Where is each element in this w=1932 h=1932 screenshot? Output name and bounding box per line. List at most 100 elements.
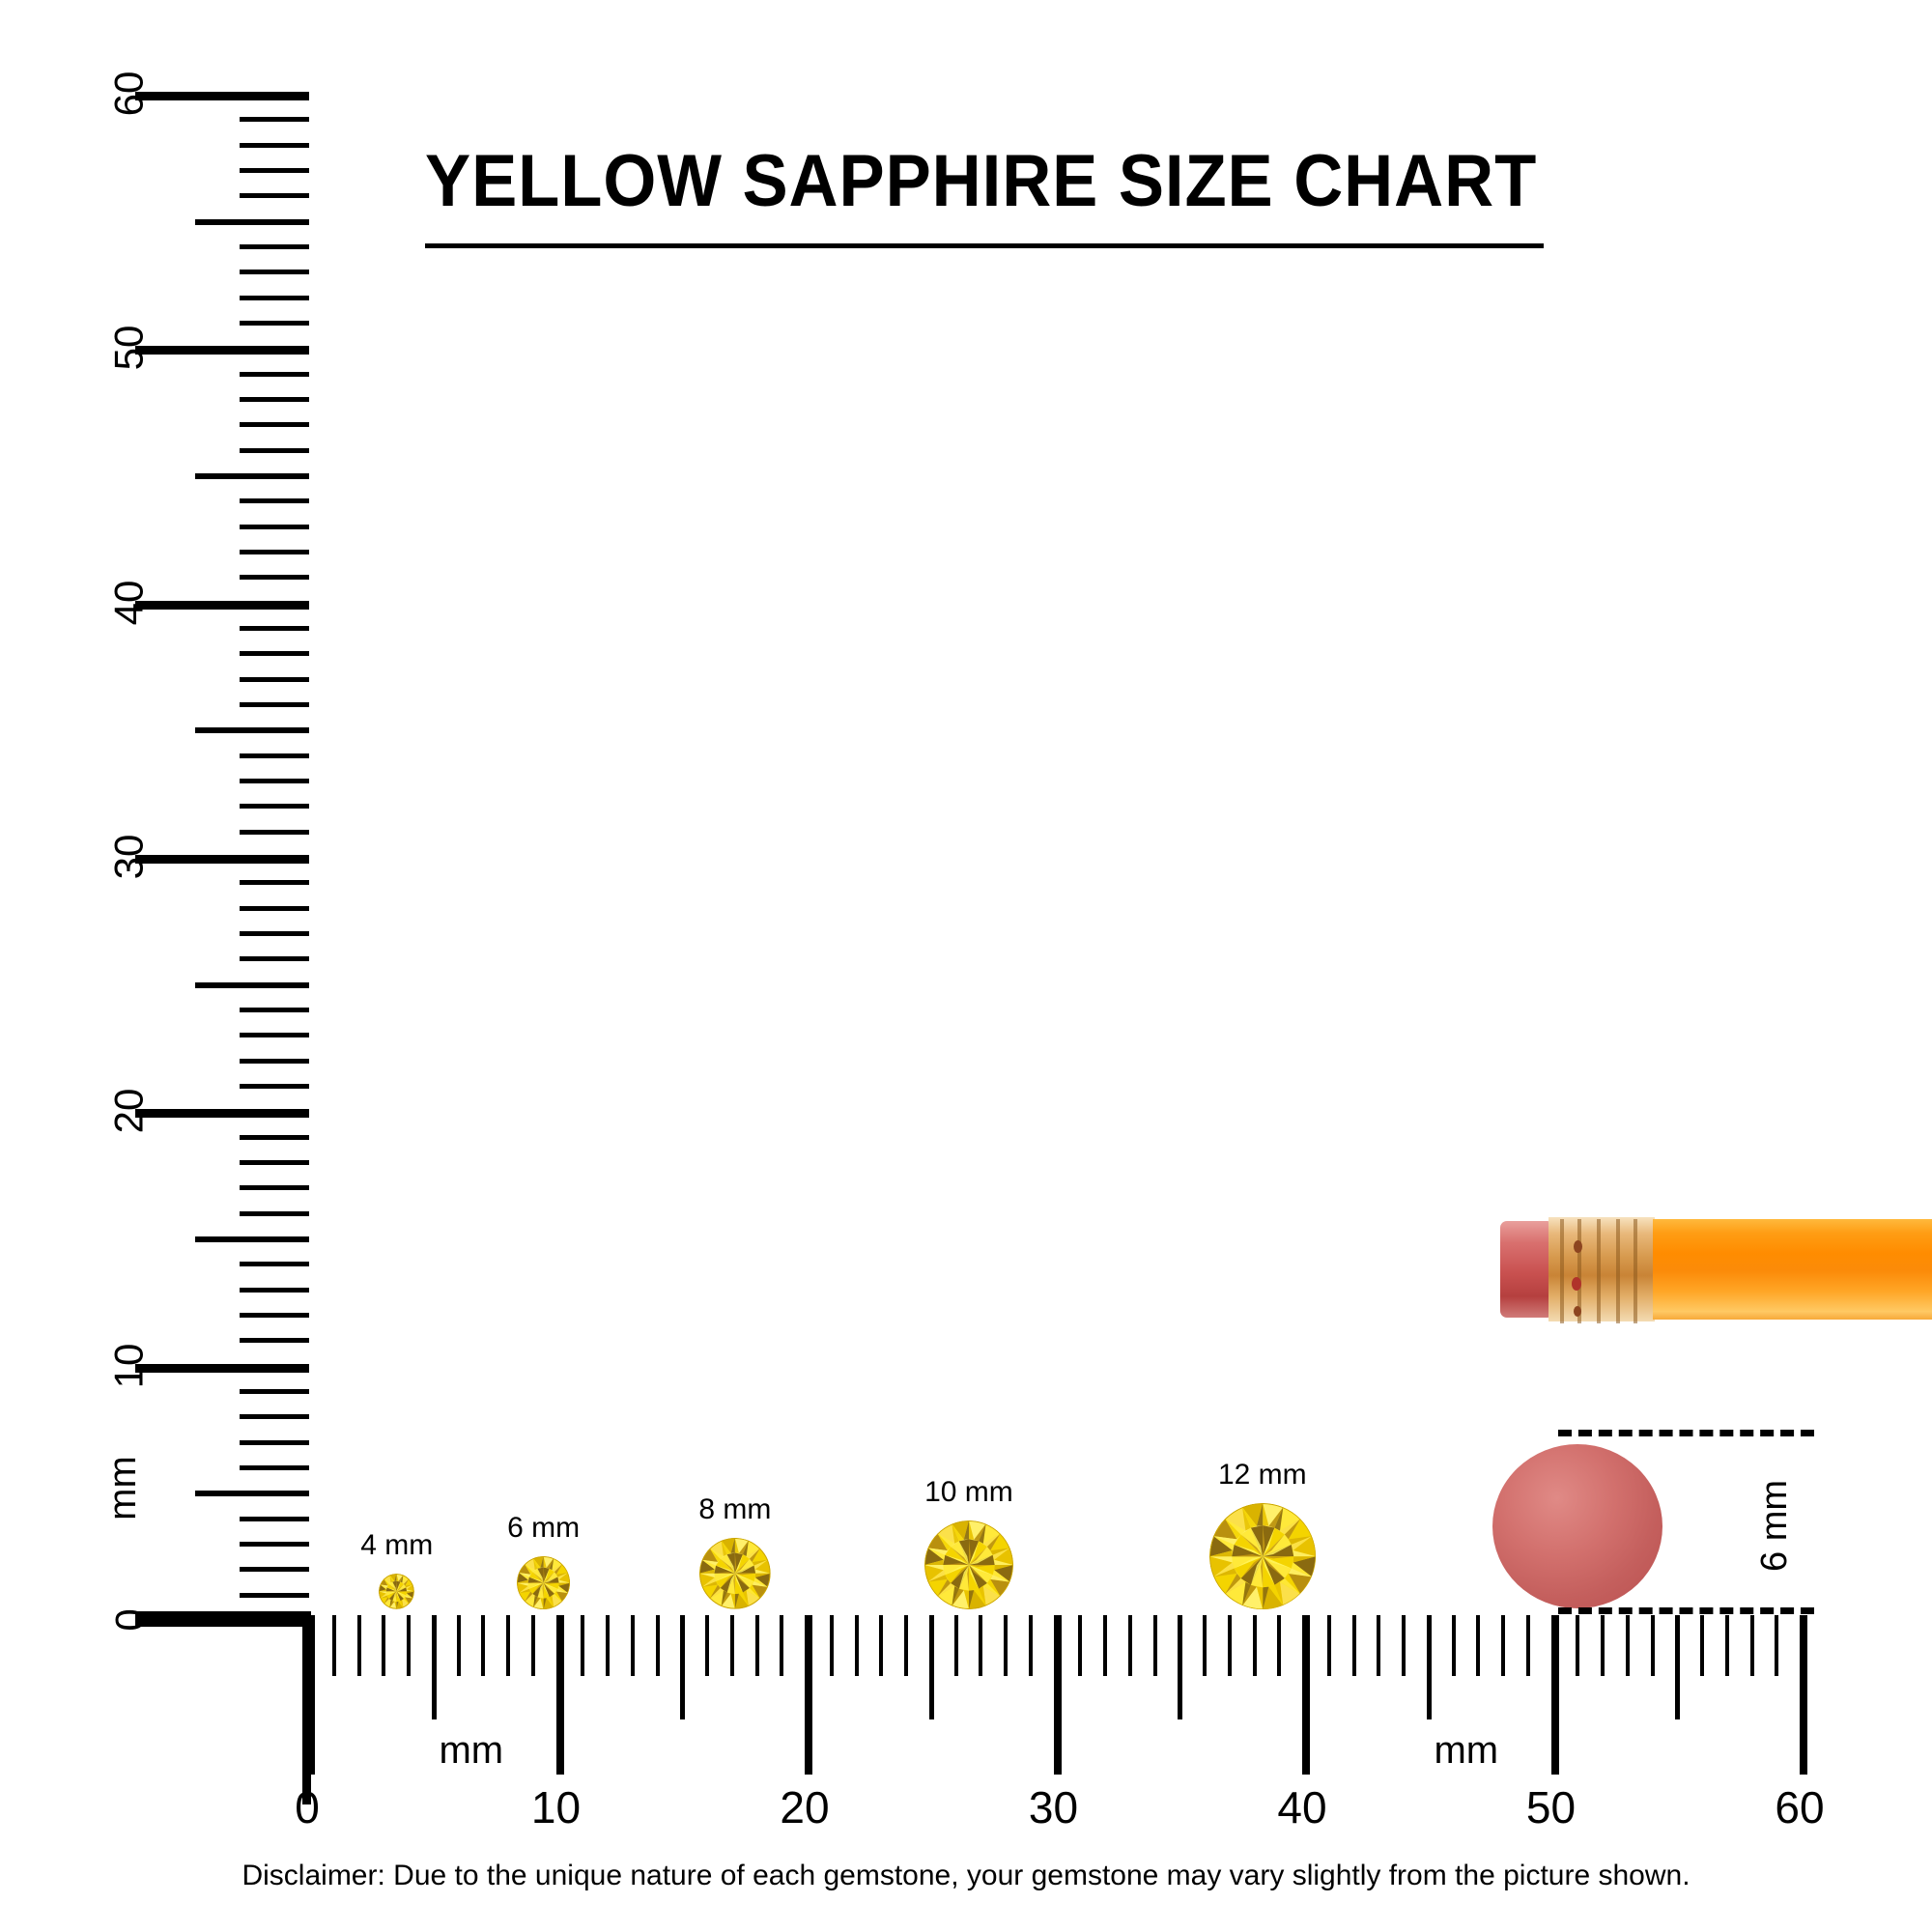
hruler-tick-minor [581,1615,585,1676]
vruler-tick-mid [195,727,309,734]
hruler-tick-mid [1178,1615,1183,1719]
vruler-tick-major [135,1618,309,1627]
vruler-tick-minor [240,270,309,275]
gemstone-label-10mm: 10 mm [924,1476,1013,1508]
hruler-tick-minor [1775,1615,1779,1676]
hruler-tick-minor [506,1615,510,1676]
hruler-tick-major [555,1615,564,1775]
pencil-eraser-tip [1500,1221,1550,1318]
vruler-tick-minor [240,1058,309,1064]
hruler-tick-major [1550,1615,1559,1775]
vruler-label-20: 20 [106,1088,152,1134]
gemstone-label-4mm: 4 mm [360,1529,434,1562]
vruler-tick-minor [240,1313,309,1318]
ferrule-crimp-dot [1574,1240,1582,1253]
vruler-tick-minor [240,193,309,199]
hruler-tick-minor [1377,1615,1381,1676]
hruler-tick-major [307,1615,315,1775]
vruler-tick-minor [240,371,309,377]
hruler-tick-minor [780,1615,784,1676]
vruler-label-40: 40 [106,580,152,626]
vruler-tick-minor [240,524,309,529]
vruler-tick-mid [195,473,309,479]
hruler-tick-minor [1078,1615,1083,1676]
hruler-tick-major [1800,1615,1807,1775]
vruler-tick-minor [240,498,309,504]
hruler-label-60: 60 [1775,1782,1825,1833]
hruler-tick-minor [1351,1615,1356,1676]
vruler-tick-minor [240,244,309,249]
pencil-illustration [1500,1215,1932,1323]
vruler-tick-minor [240,575,309,581]
hruler-tick-minor [1451,1615,1456,1676]
dimension-label: 6 mm [1754,1480,1795,1572]
hruler-tick-minor [1326,1615,1331,1676]
vruler-label-50: 50 [106,325,152,371]
vruler-tick-minor [240,1134,309,1140]
hruler-tick-minor [1227,1615,1232,1676]
vruler-tick-mid [195,1236,309,1242]
hruler-label-20: 20 [780,1782,830,1833]
ruler-corner-vertical-bar [302,1611,311,1804]
vruler-tick-major [135,346,309,355]
vruler-tick-minor [240,804,309,810]
eraser-cross-section [1492,1444,1662,1608]
hruler-label-40: 40 [1277,1782,1327,1833]
hruler-label-10: 10 [530,1782,582,1833]
vruler-tick-minor [240,779,309,783]
hruler-tick-minor [979,1615,983,1676]
hruler-tick-minor [530,1615,535,1676]
ferrule-ridge [1597,1219,1601,1323]
hruler-tick-minor [1203,1615,1207,1676]
hruler-tick-minor [1252,1615,1257,1676]
hruler-tick-minor [829,1615,834,1676]
ferrule-ridge [1634,1219,1637,1323]
hruler-label-30: 30 [1028,1782,1079,1833]
hruler-tick-minor [904,1615,908,1676]
pencil-ferrule [1548,1217,1655,1323]
vruler-tick-minor [240,295,309,300]
vruler-tick-minor [240,880,309,886]
hruler-tick-mid [680,1615,686,1719]
hruler-label-50: 50 [1525,1782,1577,1833]
gemstone-6mm [517,1555,571,1609]
page-title-block: YELLOW SAPPHIRE SIZE CHART [425,145,1565,248]
ruler-corner-horizontal-bar [135,1611,307,1620]
vruler-tick-minor [240,321,309,326]
vruler-tick-minor [240,626,309,631]
hruler-tick-minor [1402,1615,1406,1676]
vruler-tick-mid [195,218,309,225]
pencil-body [1653,1219,1932,1320]
hruler-tick-minor [879,1615,884,1676]
vruler-tick-minor [240,1414,309,1420]
hruler-tick-minor [1476,1615,1481,1676]
hruler-unit-label: mm [439,1729,504,1772]
hruler-tick-minor [1277,1615,1282,1676]
vruler-tick-mid [195,1491,309,1497]
hruler-tick-minor [854,1615,859,1676]
hruler-tick-minor [1749,1615,1754,1676]
gemstone-12mm [1208,1502,1316,1609]
ferrule-ridge [1577,1219,1581,1323]
ferrule-ridge [1616,1219,1620,1323]
gemstone-10mm [923,1520,1013,1609]
horizontal-ruler: 0 10 20 30 40 50 60 mm mm [295,1615,1825,1833]
gemstone-4mm [379,1574,415,1609]
hruler-tick-minor [407,1615,411,1676]
vruler-tick-minor [240,1567,309,1573]
vruler-tick-minor [240,1262,309,1267]
hruler-tick-minor [1650,1615,1655,1676]
gemstone-label-6mm: 6 mm [507,1511,581,1544]
hruler-tick-minor [1152,1615,1157,1676]
hruler-tick-minor [1127,1615,1132,1676]
hruler-label-0: 0 [295,1782,320,1833]
vruler-tick-minor [240,702,309,707]
vruler-tick-minor [240,1338,309,1344]
hruler-tick-minor [1004,1615,1008,1676]
hruler-unit-label-secondary: mm [1434,1729,1499,1772]
vruler-tick-minor [240,550,309,554]
hruler-tick-minor [754,1615,759,1676]
vruler-tick-major [135,600,309,610]
hruler-tick-minor [1501,1615,1505,1676]
